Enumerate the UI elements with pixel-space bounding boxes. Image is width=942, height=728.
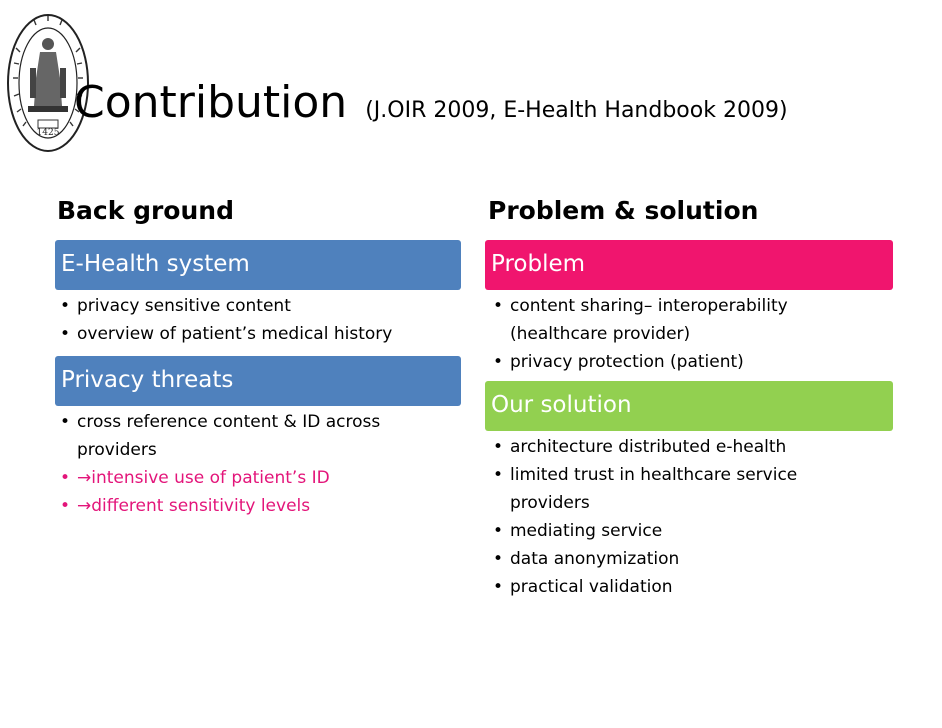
section-bar-privacy-threats: Privacy threats <box>55 356 461 406</box>
list-item: data anonymization <box>493 545 888 573</box>
ehealth-system-list: privacy sensitive content overview of pa… <box>60 292 455 348</box>
list-item: limited trust in healthcare service prov… <box>493 461 888 517</box>
section-bar-ehealth-system: E-Health system <box>55 240 461 290</box>
section-label: E-Health system <box>61 251 250 277</box>
arrow-right-icon: → <box>77 468 92 488</box>
title-text: Contribution <box>74 77 348 128</box>
list-item: overview of patient’s medical history <box>60 320 455 348</box>
list-item-highlight: →intensive use of patient’s ID <box>60 464 455 492</box>
section-label: Privacy threats <box>61 367 234 393</box>
university-seal-icon: 1425 <box>4 8 92 158</box>
problem-list: content sharing– interoperability (healt… <box>493 292 888 376</box>
list-item-highlight: →different sensitivity levels <box>60 492 455 520</box>
list-item: cross reference content & ID across prov… <box>60 408 455 464</box>
section-bar-problem: Problem <box>485 240 893 290</box>
privacy-threats-list: cross reference content & ID across prov… <box>60 408 455 520</box>
list-item: mediating service <box>493 517 888 545</box>
list-item: practical validation <box>493 573 888 601</box>
right-column-heading: Problem & solution <box>488 196 759 225</box>
arrow-right-icon: → <box>77 496 92 516</box>
title-reference: (J.OIR 2009, E-Health Handbook 2009) <box>365 98 788 123</box>
section-label: Problem <box>491 251 586 277</box>
section-label: Our solution <box>491 392 632 418</box>
svg-text:1425: 1425 <box>37 128 60 138</box>
list-item: architecture distributed e-health <box>493 433 888 461</box>
page-title: Contribution (J.OIR 2009, E-Health Handbo… <box>74 78 788 136</box>
list-item: content sharing– interoperability (healt… <box>493 292 888 348</box>
left-column-heading: Back ground <box>57 196 234 225</box>
list-item: privacy protection (patient) <box>493 348 888 376</box>
solution-list: architecture distributed e-health limite… <box>493 433 888 601</box>
list-item: privacy sensitive content <box>60 292 455 320</box>
section-bar-our-solution: Our solution <box>485 381 893 431</box>
